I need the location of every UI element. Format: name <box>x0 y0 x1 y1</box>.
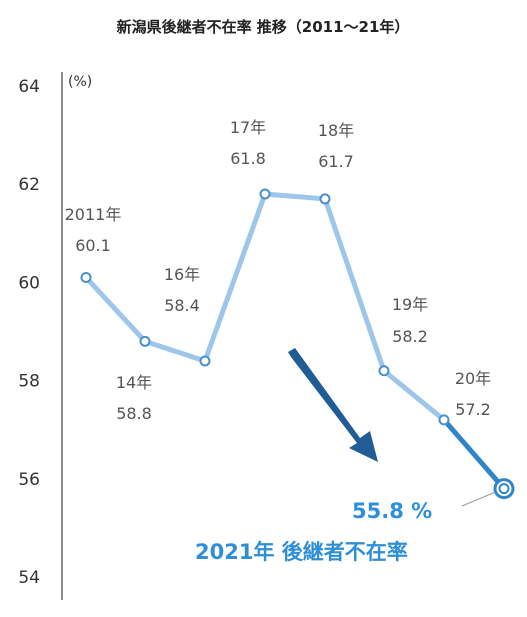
data-point <box>80 271 92 283</box>
point-year-label: 17年 <box>230 118 266 137</box>
data-point <box>199 355 211 367</box>
y-tick-label: 60 <box>18 273 40 293</box>
data-point <box>378 365 390 377</box>
point-year-label: 14年 <box>116 373 152 392</box>
series-line-segment <box>83 274 148 344</box>
y-tick-label: 64 <box>18 77 40 97</box>
y-tick-label: 62 <box>18 175 40 195</box>
chart-title: 新潟県後継者不在率 推移（2011〜21年） <box>117 18 410 36</box>
final-value-label: 55.8 % <box>352 499 432 523</box>
series-line-segment <box>202 191 268 364</box>
data-point <box>438 414 450 426</box>
point-value-label: 61.8 <box>230 149 266 168</box>
point-value-label: 58.4 <box>164 296 200 315</box>
final-caption-label: 2021年 後継者不在率 <box>195 540 408 564</box>
point-value-label: 58.8 <box>116 404 152 423</box>
y-tick-label: 56 <box>18 470 40 490</box>
final-leader-line <box>461 492 495 507</box>
y-tick-label: 58 <box>18 372 40 392</box>
data-point <box>139 335 151 347</box>
y-axis-unit: (%) <box>68 74 92 90</box>
series-line-segment <box>142 338 208 364</box>
point-labels: 2011年 60.1 14年 58.8 16年 58.4 17年 61.8 18年 61.7 19年… <box>65 118 492 423</box>
data-point <box>498 483 510 495</box>
data-point <box>259 188 271 200</box>
point-value-label: 60.1 <box>75 236 111 255</box>
point-markers <box>80 188 515 507</box>
point-value-label: 58.2 <box>392 327 428 346</box>
y-tick-label: 54 <box>18 568 40 588</box>
point-year-label: 20年 <box>455 369 491 388</box>
series-line-segment <box>262 191 328 202</box>
y-axis-ticks: 54 56 58 60 62 64 <box>18 77 40 588</box>
series-line-segment <box>441 417 507 492</box>
point-year-label: 16年 <box>164 265 200 284</box>
series-line-segment <box>381 368 447 423</box>
point-year-label: 2011年 <box>65 205 122 224</box>
data-point <box>319 193 331 205</box>
series-line-segment <box>322 196 387 374</box>
trend-arrow <box>288 348 378 462</box>
point-value-label: 57.2 <box>455 400 491 419</box>
point-year-label: 19年 <box>392 295 428 314</box>
series-lines <box>83 191 507 492</box>
point-value-label: 61.7 <box>318 152 354 171</box>
point-year-label: 18年 <box>318 121 354 140</box>
